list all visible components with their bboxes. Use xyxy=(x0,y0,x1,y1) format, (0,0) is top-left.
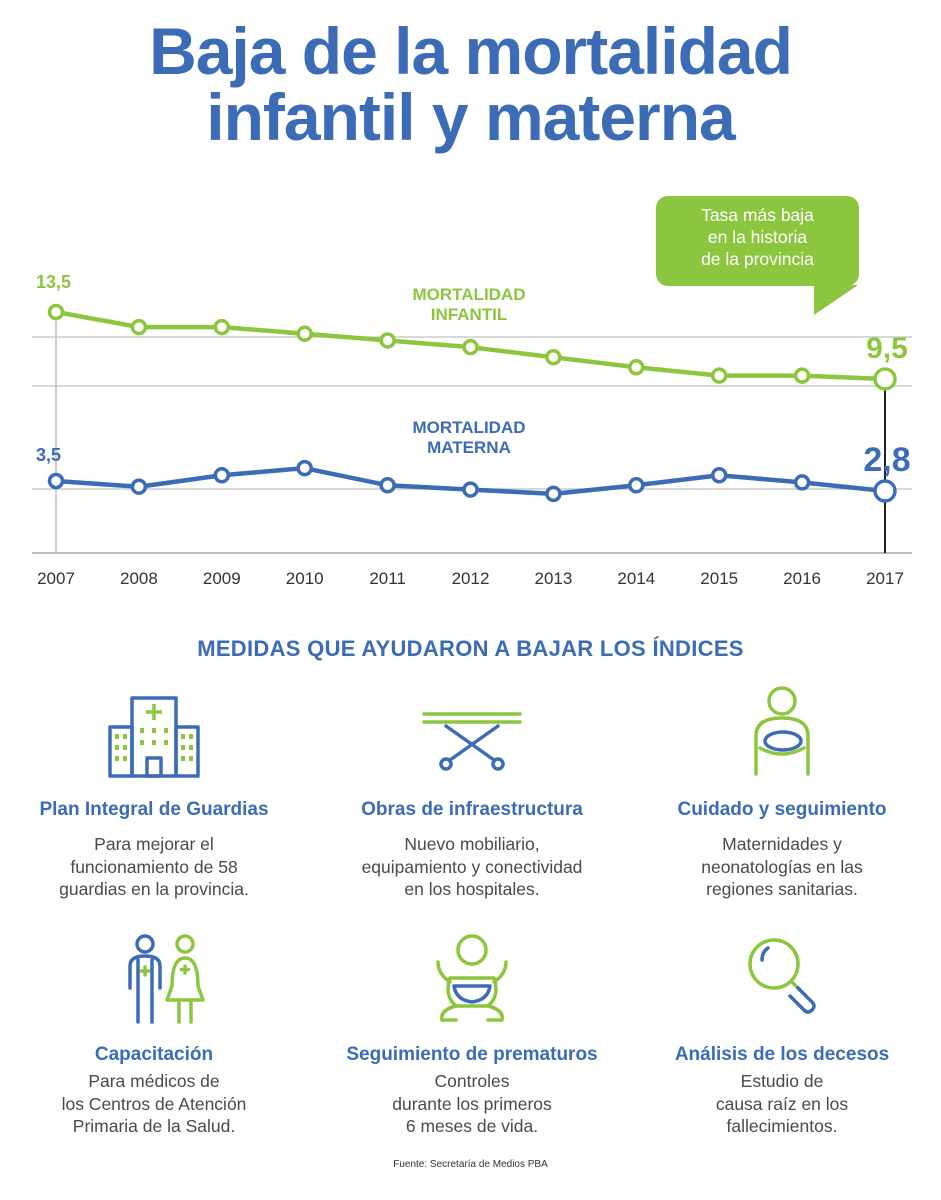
materna-point xyxy=(710,467,728,484)
infantil-point xyxy=(47,303,65,321)
measure-title: Obras de infraestructura xyxy=(361,799,583,820)
desc-line: causa raíz en los xyxy=(715,1093,849,1114)
callout-line-3: de la provincia xyxy=(701,249,814,269)
measure-prematuros: Seguimiento de prematuros Controles dura… xyxy=(322,932,622,1142)
x-tick-label: 2016 xyxy=(783,569,821,588)
desc-line: los Centros de Atención xyxy=(61,1093,247,1114)
infantil-point xyxy=(379,332,396,349)
materna-series-label: MORTALIDAD xyxy=(413,418,526,437)
infantil-point xyxy=(296,325,313,343)
infantil-point xyxy=(462,338,479,356)
measure-title: Cuidado y seguimiento xyxy=(677,799,887,820)
infantil-series-label: MORTALIDAD xyxy=(413,285,526,304)
desc-line: regiones sanitarias. xyxy=(706,879,858,899)
desc-line: Para mejorar el xyxy=(94,834,214,854)
x-tick-label: 2009 xyxy=(203,569,241,588)
infantil-point xyxy=(710,367,728,384)
materna-point xyxy=(213,467,231,484)
x-tick-label: 2007 xyxy=(37,569,75,588)
measure-decesos: Análisis de los decesos Estudio de causa… xyxy=(632,932,932,1142)
x-tick-label: 2011 xyxy=(369,569,406,588)
materna-point xyxy=(873,479,897,503)
series-label-background xyxy=(385,284,553,328)
desc-line: Controles xyxy=(434,1071,510,1091)
measure-cuidado: Cuidado y seguimiento Maternidades y neo… xyxy=(632,686,932,920)
callout-tail xyxy=(814,285,858,315)
desc-line: equipamiento y conectividad xyxy=(361,856,583,877)
source-note: Fuente: Secretaría de Medios PBA xyxy=(393,1159,548,1170)
infantil-point xyxy=(793,367,811,384)
materna-point xyxy=(379,477,396,494)
x-tick-label: 2013 xyxy=(534,569,572,588)
page-title: Baja de la mortalidad infantil y materna xyxy=(0,18,941,150)
title-line-1: Baja de la mortalidad xyxy=(149,14,793,88)
measures-heading: MEDIDAS QUE AYUDARON A BAJAR LOS ÍNDICES xyxy=(197,636,744,661)
callout-line-2: en la historia xyxy=(707,227,808,247)
measure-description: Para médicos de los Centros de Atención … xyxy=(4,1070,304,1138)
desc-line: Estudio de xyxy=(740,1071,824,1091)
measure-title: Seguimiento de prematuros xyxy=(346,1044,598,1065)
desc-line: neonatologías en las xyxy=(701,856,863,877)
materna-end-label: 2,8 xyxy=(863,441,910,479)
measure-title: Análisis de los decesos xyxy=(674,1044,890,1065)
doctors-icon xyxy=(128,934,205,1024)
desc-line: fallecimientos. xyxy=(726,1116,838,1136)
desc-line: 6 meses de vida. xyxy=(405,1116,539,1136)
mother-baby-icon xyxy=(754,686,810,776)
infantil-point xyxy=(873,367,897,391)
desc-line: Nuevo mobiliario, xyxy=(404,834,540,854)
desc-line: Maternidades y xyxy=(722,834,842,854)
record-low-callout: Tasa más baja en la historia de la provi… xyxy=(656,196,859,286)
desc-line: funcionamiento de 58 xyxy=(70,856,238,877)
stretcher-icon xyxy=(422,712,522,771)
materna-series-label: MATERNA xyxy=(427,438,511,457)
hospital-icon xyxy=(108,696,200,778)
series-label-background xyxy=(385,417,553,461)
x-tick-label: 2014 xyxy=(617,569,655,588)
measure-description: Maternidades y neonatologías en las regi… xyxy=(632,833,932,901)
x-tick-label: 2015 xyxy=(700,569,738,588)
materna-point xyxy=(628,477,645,494)
x-tick-label: 2012 xyxy=(452,569,490,588)
infantil-point xyxy=(545,348,562,366)
materna-point xyxy=(545,485,562,503)
measure-description: Para mejorar el funcionamiento de 58 gua… xyxy=(4,833,304,901)
desc-line: durante los primeros xyxy=(392,1093,552,1114)
desc-line: guardias en la provincia. xyxy=(59,879,249,899)
measure-capacitacion: Capacitación Para médicos de los Centros… xyxy=(4,932,304,1142)
magnifier-icon xyxy=(748,938,816,1014)
infantil-point xyxy=(628,359,645,376)
desc-line: Primaria de la Salud. xyxy=(72,1116,236,1136)
measure-guardias: Plan Integral de Guardias Para mejorar e… xyxy=(4,690,304,920)
measure-title: Plan Integral de Guardias xyxy=(39,799,269,820)
infantil-series-label: INFANTIL xyxy=(431,305,508,324)
measure-description: Estudio de causa raíz en los fallecimien… xyxy=(632,1070,932,1138)
x-tick-label: 2008 xyxy=(120,569,158,588)
materna-point xyxy=(462,481,479,498)
desc-line: en los hospitales. xyxy=(404,879,540,899)
materna-point xyxy=(296,459,313,477)
x-tick-label: 2010 xyxy=(286,569,324,588)
materna-point xyxy=(47,472,65,490)
materna-point xyxy=(130,478,148,495)
x-tick-label: 2017 xyxy=(866,569,904,588)
materna-point xyxy=(793,474,811,491)
infantil-point xyxy=(213,318,231,336)
desc-line: Para médicos de xyxy=(88,1071,220,1091)
infantil-end-label: 9,5 xyxy=(866,332,908,365)
materna-start-label: 3,5 xyxy=(36,445,61,465)
measure-description: Nuevo mobiliario, equipamiento y conecti… xyxy=(322,833,622,901)
baby-icon xyxy=(436,934,508,1022)
infantil-start-label: 13,5 xyxy=(36,272,71,292)
measure-description: Controles durante los primeros 6 meses d… xyxy=(322,1070,622,1138)
measure-title: Capacitación xyxy=(94,1044,214,1065)
measure-infraestructura: Obras de infraestructura Nuevo mobiliari… xyxy=(322,690,622,920)
title-line-2: infantil y materna xyxy=(206,80,735,154)
callout-line-1: Tasa más baja xyxy=(701,205,814,225)
mortality-line-chart: 2007 2008 2009 2010 2011 2012 2013 2014 2015 2016… xyxy=(32,272,912,588)
infantil-point xyxy=(130,318,148,336)
